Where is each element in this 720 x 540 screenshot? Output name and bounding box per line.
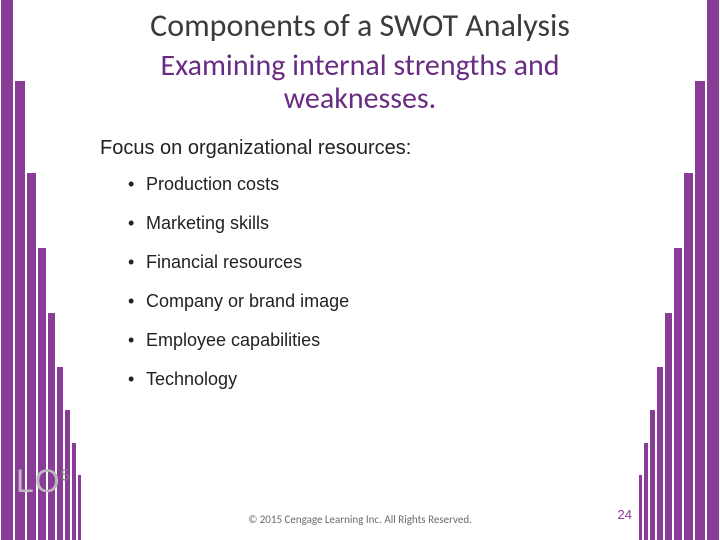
bullet-item: Financial resources (146, 252, 620, 273)
lo-number: 5 (61, 467, 71, 484)
bullet-list: Production costs Marketing skills Financia… (100, 174, 620, 390)
bullet-item: Production costs (146, 174, 620, 195)
lead-text: Focus on organizational resources: (100, 137, 620, 160)
bullet-item: Marketing skills (146, 213, 620, 234)
left-stripes (0, 0, 90, 540)
bullet-item: Employee capabilities (146, 330, 620, 351)
slide-content: Components of a SWOT Analysis Examining … (100, 8, 620, 408)
slide-subtitle: Examining internal strengths and weaknes… (100, 49, 620, 115)
slide-title: Components of a SWOT Analysis (100, 8, 620, 43)
bullet-item: Company or brand image (146, 291, 620, 312)
lo-badge: LO5 (16, 463, 71, 500)
lo-label: LO (16, 463, 61, 499)
bullet-item: Technology (146, 369, 620, 390)
page-number: 24 (618, 507, 632, 522)
right-stripes (630, 0, 720, 540)
copyright-footer: © 2015 Cengage Learning Inc. All Rights … (0, 513, 720, 526)
